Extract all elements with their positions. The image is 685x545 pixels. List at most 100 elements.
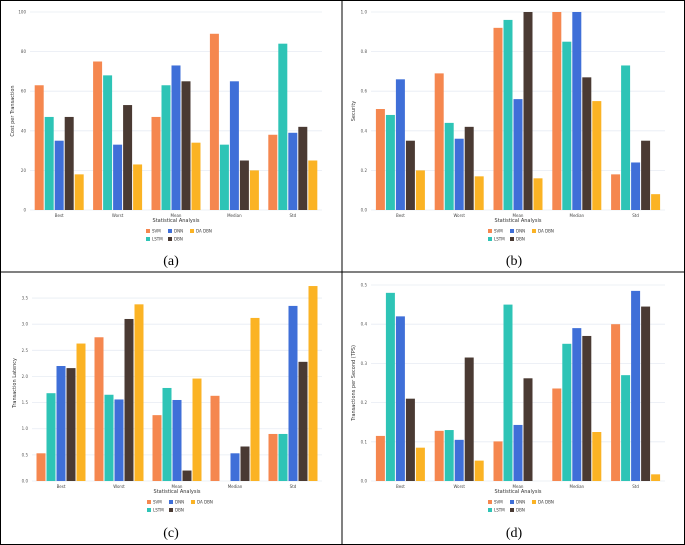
legend-label: DNN [175, 500, 184, 505]
bar-lstm [444, 430, 454, 481]
y-axis-title: Security [351, 101, 357, 122]
y-tick-label: 2.5 [22, 348, 29, 353]
bar-da-dbn [651, 474, 661, 481]
y-tick-label: 3.0 [22, 322, 29, 327]
caption-d: (d) [505, 526, 523, 541]
bar-lstm [278, 43, 288, 211]
bar-svm [493, 441, 503, 481]
legend-swatch-svm [488, 229, 492, 233]
x-tick-label: Mean [513, 484, 524, 489]
bar-dnn [513, 424, 523, 481]
bar-da-dbn [133, 164, 143, 210]
bar-svm [34, 85, 44, 210]
bar-dnn [288, 132, 298, 210]
legend-label: DA DBN [538, 229, 554, 234]
x-tick-label: Worst [113, 484, 125, 489]
bar-lstm [104, 394, 114, 481]
bar-svm [152, 415, 162, 481]
bar-da-dbn [76, 343, 86, 481]
bar-svm [434, 73, 444, 210]
y-tick-label: 3.5 [22, 296, 29, 301]
caption-a: (a) [163, 254, 179, 269]
legend-swatch-dbn [169, 508, 173, 512]
legend-label: LSTM [153, 508, 164, 513]
y-tick-label: 1.5 [22, 400, 29, 405]
legend-swatch-dnn [168, 229, 172, 233]
bar-lstm [562, 41, 572, 211]
y-axis-title: Cost per Transaction [10, 85, 16, 136]
legend-swatch-da-dbn [190, 229, 194, 233]
y-tick-label: 1.0 [361, 10, 368, 15]
y-axis-title: Transactions per Second (TPS) [351, 345, 357, 422]
x-tick-label: Best [55, 213, 64, 218]
bar-da-dbn [474, 176, 484, 210]
y-axis-title: Transaction Latency [12, 358, 18, 409]
bar-svm [209, 33, 219, 210]
bar-lstm [278, 433, 288, 481]
bar-dbn [582, 77, 592, 210]
y-tick-label: 80 [21, 49, 27, 54]
legend-swatch-svm [488, 500, 492, 504]
x-tick-label: Worst [453, 484, 465, 489]
bar-dnn [395, 316, 405, 481]
chart-a-cost-per-transaction: 0 20 40 60 80 100 Best Worst Mean Median Std Statis… [10, 10, 322, 242]
bar-svm [151, 116, 161, 210]
bar-svm [493, 27, 503, 211]
bar-dbn [582, 335, 592, 481]
x-tick-label: Std [289, 213, 296, 218]
x-tick-label: Mean [513, 213, 524, 218]
bar-da-dbn [308, 160, 318, 210]
legend-swatch-dbn [510, 237, 514, 241]
legend-label: SVM [494, 229, 503, 234]
legend-swatch-da-dbn [191, 500, 195, 504]
bar-dbn [405, 398, 415, 481]
chart-b-security: 0.0 0.2 0.4 0.6 0.8 1.0 Best Worst Mean Median Std… [351, 10, 665, 242]
y-tick-label: 0.6 [361, 89, 368, 94]
bar-da-dbn [592, 101, 602, 210]
bar-dbn [124, 318, 134, 481]
legend-label: DA DBN [538, 500, 554, 505]
bar-dnn [572, 12, 582, 210]
legend-swatch-dbn [168, 237, 172, 241]
bar-da-dbn [474, 460, 484, 481]
bar-dnn [631, 162, 641, 210]
legend-swatch-svm [146, 229, 150, 233]
x-axis-title: Statistical Analysis [154, 489, 201, 495]
bar-lstm [621, 375, 631, 481]
bar-svm [375, 435, 385, 481]
bar-lstm [385, 114, 395, 210]
legend-label: DBN [516, 237, 525, 242]
bar-lstm [385, 292, 395, 481]
legend-swatch-dnn [510, 500, 514, 504]
legend-swatch-dnn [510, 229, 514, 233]
bar-dnn [572, 328, 582, 481]
x-tick-label: Median [570, 213, 585, 218]
bar-svm [611, 324, 621, 481]
y-tick-label: 40 [21, 128, 27, 133]
x-tick-label: Mean [171, 213, 182, 218]
y-tick-label: 0.4 [361, 128, 368, 133]
bar-dbn [240, 446, 250, 481]
legend-label: DBN [175, 508, 184, 513]
x-axis-title: Statistical Analysis [495, 218, 542, 224]
legend-label: DBN [516, 508, 525, 513]
y-tick-label: 0.2 [361, 400, 368, 405]
bar-dbn [464, 126, 474, 210]
y-tick-label: 0.0 [361, 479, 368, 484]
bar-da-dbn [134, 304, 144, 481]
chart-d-transactions-per-second: 0.0 0.1 0.2 0.3 0.4 0.5 Best Worst Mean Median Std… [351, 283, 665, 513]
x-tick-label: Std [632, 213, 639, 218]
legend-label: DNN [516, 500, 525, 505]
legend-label: DNN [516, 229, 525, 234]
bar-dnn [513, 99, 523, 210]
bar-lstm [621, 65, 631, 211]
bar-dnn [631, 290, 641, 481]
bar-svm [210, 395, 220, 481]
legend-label: LSTM [494, 237, 505, 242]
x-tick-label: Best [57, 484, 66, 489]
x-axis-title: Statistical Analysis [153, 218, 200, 224]
x-tick-label: Std [290, 484, 297, 489]
bar-dnn [229, 81, 239, 210]
legend-label: SVM [494, 500, 503, 505]
bar-da-dbn [191, 142, 201, 210]
